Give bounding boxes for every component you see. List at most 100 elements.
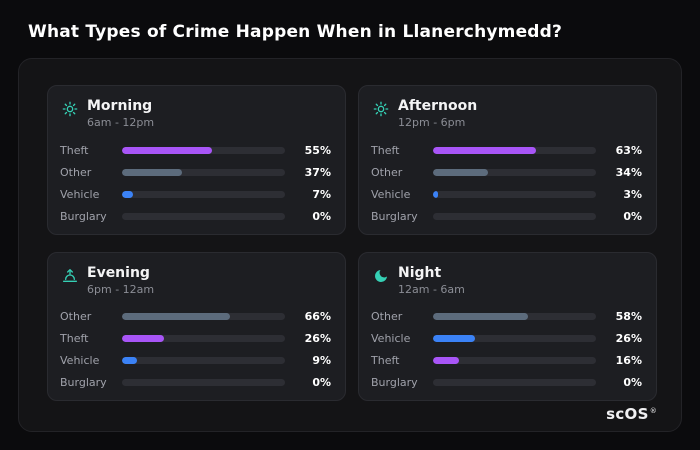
crime-percent-value: 9% xyxy=(312,354,331,368)
bar-track xyxy=(122,379,285,387)
bar-fill xyxy=(433,357,460,365)
bar-track xyxy=(433,190,596,198)
crime-row: Vehicle 26% xyxy=(371,332,642,346)
crime-row: Other 58% xyxy=(371,310,642,324)
crime-category-label: Vehicle xyxy=(371,332,411,346)
card-header: Evening 6pm - 12am xyxy=(60,265,331,296)
crime-percent-value: 3% xyxy=(623,187,642,201)
bar-fill xyxy=(433,146,536,154)
brand-logo: scOS® xyxy=(606,405,657,423)
crime-percent-value: 58% xyxy=(615,310,642,324)
crime-row: Theft 63% xyxy=(371,143,642,157)
bar-fill xyxy=(433,335,476,343)
period-time-range: 6pm - 12am xyxy=(87,282,155,296)
card-title-group: Evening 6pm - 12am xyxy=(87,265,154,296)
bar-track xyxy=(433,357,596,365)
period-title: Evening xyxy=(87,264,150,281)
card-header: Night 12am - 6am xyxy=(371,265,642,296)
sun-icon xyxy=(62,101,78,117)
period-time-range: 12pm - 6pm xyxy=(398,116,466,130)
crime-category-label: Other xyxy=(60,310,92,324)
card-title-group: Night 12am - 6am xyxy=(398,265,465,296)
crime-row: Vehicle 9% xyxy=(60,354,331,368)
crime-percent-value: 37% xyxy=(304,165,331,179)
bar-fill xyxy=(433,168,489,176)
crime-row: Vehicle 7% xyxy=(60,187,331,201)
crime-category-label: Burglary xyxy=(60,376,107,390)
moon-icon xyxy=(373,268,389,284)
registered-mark: ® xyxy=(649,407,657,415)
bar-fill xyxy=(433,190,438,198)
crime-rows: Theft 55% Other 37% Vehicle 7% Burglary 0% xyxy=(60,143,331,223)
bar-fill xyxy=(122,190,134,198)
crime-category-label: Theft xyxy=(60,332,89,346)
crime-row: Vehicle 3% xyxy=(371,187,642,201)
crime-percent-value: 55% xyxy=(304,143,331,157)
bar-track xyxy=(433,212,596,220)
crime-category-label: Burglary xyxy=(371,209,418,223)
crime-category-label: Burglary xyxy=(371,376,418,390)
period-card-afternoon: Afternoon 12pm - 6pm Theft 63% Other 34% Vehic… xyxy=(358,85,657,235)
crime-percent-value: 16% xyxy=(615,354,642,368)
crime-percent-value: 0% xyxy=(623,209,642,223)
cards-grid: Morning 6am - 12pm Theft 55% Other 37% Vehicle… xyxy=(47,85,657,401)
crime-row: Burglary 0% xyxy=(371,376,642,390)
bar-track xyxy=(122,146,285,154)
crime-row: Theft 55% xyxy=(60,143,331,157)
crime-rows: Other 66% Theft 26% Vehicle 9% Burglary 0% xyxy=(60,310,331,390)
crime-category-label: Other xyxy=(371,165,403,179)
bar-track xyxy=(433,335,596,343)
crime-panel: Morning 6am - 12pm Theft 55% Other 37% Vehicle… xyxy=(18,58,682,432)
crime-percent-value: 0% xyxy=(312,209,331,223)
bar-fill xyxy=(122,357,137,365)
crime-percent-value: 63% xyxy=(615,143,642,157)
bar-fill xyxy=(122,335,165,343)
bar-track xyxy=(433,146,596,154)
bar-track xyxy=(122,190,285,198)
crime-rows: Theft 63% Other 34% Vehicle 3% Burglary 0% xyxy=(371,143,642,223)
crime-percent-value: 34% xyxy=(615,165,642,179)
period-time-range: 12am - 6am xyxy=(398,282,465,296)
bar-fill xyxy=(122,146,212,154)
sunset-icon xyxy=(62,268,78,284)
bar-track xyxy=(433,168,596,176)
bar-track xyxy=(433,379,596,387)
bar-track xyxy=(122,335,285,343)
period-card-evening: Evening 6pm - 12am Other 66% Theft 26% Vehicle… xyxy=(47,251,346,401)
card-header: Morning 6am - 12pm xyxy=(60,98,331,129)
page-title: What Types of Crime Happen When in Llane… xyxy=(28,22,563,42)
crime-category-label: Theft xyxy=(371,354,400,368)
crime-percent-value: 0% xyxy=(312,376,331,390)
bar-track xyxy=(122,357,285,365)
crime-category-label: Burglary xyxy=(60,209,107,223)
crime-row: Theft 26% xyxy=(60,332,331,346)
card-header: Afternoon 12pm - 6pm xyxy=(371,98,642,129)
crime-row: Other 66% xyxy=(60,310,331,324)
crime-row: Other 34% xyxy=(371,165,642,179)
crime-rows: Other 58% Vehicle 26% Theft 16% Burglary 0% xyxy=(371,310,642,390)
period-card-night: Night 12am - 6am Other 58% Vehicle 26% Theft 16… xyxy=(358,251,657,401)
crime-category-label: Vehicle xyxy=(60,354,100,368)
brand-text: scOS xyxy=(606,405,649,423)
card-title-group: Morning 6am - 12pm xyxy=(87,98,154,129)
bar-fill xyxy=(433,313,528,321)
crime-percent-value: 26% xyxy=(304,332,331,346)
bar-fill xyxy=(122,168,183,176)
crime-category-label: Other xyxy=(60,165,92,179)
crime-row: Other 37% xyxy=(60,165,331,179)
sun-icon xyxy=(373,101,389,117)
crime-percent-value: 26% xyxy=(615,332,642,346)
crime-category-label: Vehicle xyxy=(371,187,411,201)
period-card-morning: Morning 6am - 12pm Theft 55% Other 37% Vehicle… xyxy=(47,85,346,235)
period-title: Afternoon xyxy=(398,98,478,114)
card-title-group: Afternoon 12pm - 6pm xyxy=(398,98,477,129)
crime-category-label: Vehicle xyxy=(60,187,100,201)
crime-row: Burglary 0% xyxy=(60,209,331,223)
crime-category-label: Theft xyxy=(60,143,89,157)
bar-track xyxy=(122,212,285,220)
crime-row: Theft 16% xyxy=(371,354,642,368)
crime-percent-value: 7% xyxy=(312,187,331,201)
crime-category-label: Theft xyxy=(371,143,400,157)
bar-track xyxy=(122,168,285,176)
